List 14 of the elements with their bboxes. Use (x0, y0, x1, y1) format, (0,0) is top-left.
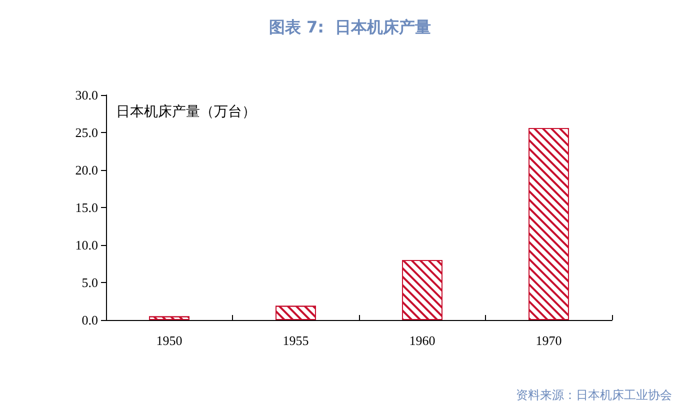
y-tick-label: 25.0 (75, 125, 98, 140)
y-tick-label: 30.0 (75, 88, 98, 102)
y-tick-label: 0.0 (82, 312, 98, 328)
x-tick-label: 1955 (282, 333, 309, 348)
chart-title: 图表 7: 日本机床产量 (268, 18, 432, 36)
x-tick-label: 1950 (156, 333, 182, 348)
y-tick-label: 20.0 (75, 162, 98, 178)
x-tick-label: 1960 (409, 333, 436, 348)
x-tick-label: 1970 (536, 333, 562, 348)
y-tick-label: 15.0 (75, 200, 98, 215)
y-tick-label: 10.0 (75, 238, 98, 252)
y-tick-label: 5.0 (82, 275, 98, 290)
text: 资料来源：日本机床工业协会 (516, 388, 672, 402)
y-axis-title: 日本机床产量（万台） (116, 104, 256, 120)
